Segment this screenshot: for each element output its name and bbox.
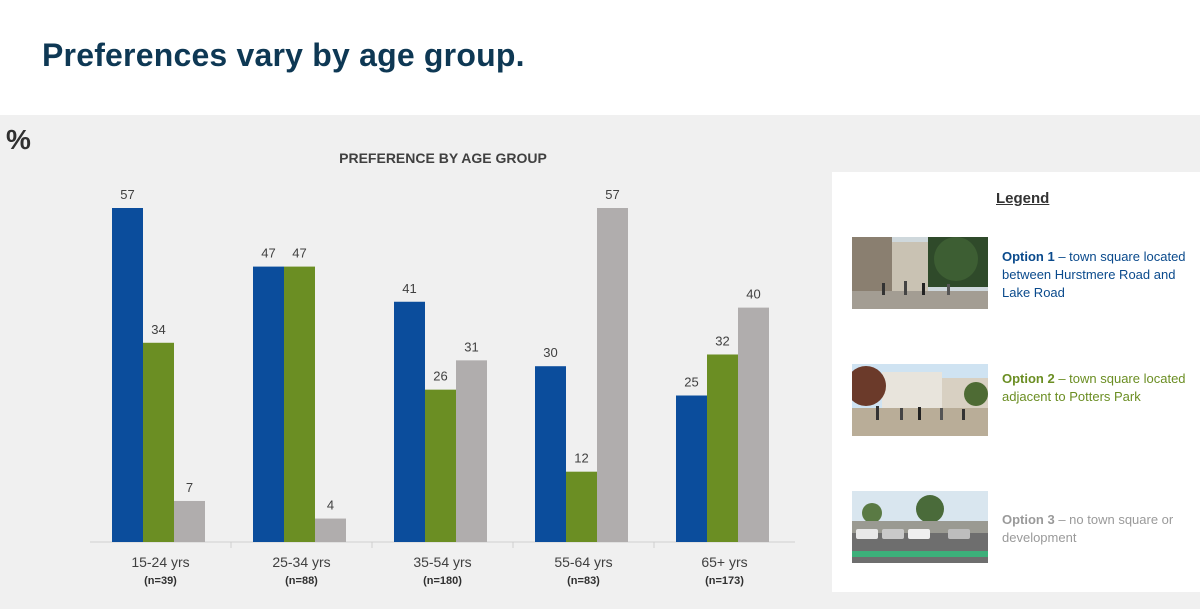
data-label: 30 [543,345,557,360]
bar-option-2-65+yrs [707,354,738,542]
carpark-photo-icon [852,491,988,563]
option-3-carpark-photo [852,491,988,563]
data-label: 32 [715,333,729,348]
bar-option-2-3554yrs [425,389,456,542]
option-3-label: Option 3 [1002,512,1055,527]
data-label: 34 [151,322,165,337]
option-1-label: Option 1 [1002,249,1055,264]
legend-item-option-1: Option 1 – town square located between H… [1002,248,1192,302]
data-label: 26 [433,369,447,384]
street-photo-icon [852,237,988,309]
bar-option-2-1524yrs [143,342,174,542]
bar-option-3-5564yrs [597,208,628,542]
bar-chart: PREFERENCE BY AGE GROUP 57 34 7 15-24 yrs (n… [90,150,795,587]
sample-size-label: (n=180) [423,575,462,587]
sample-size-label: (n=39) [144,575,177,587]
data-label: 7 [186,480,193,495]
bar-option-3-65+yrs [738,307,769,542]
x-tick-label: 65+ yrs [701,554,747,570]
bar-option-2-5564yrs [566,471,597,542]
bar-option-3-1524yrs [174,500,205,542]
option-1-street-photo [852,237,988,309]
legend-item-option-2: Option 2 – town square located adjacent … [1002,370,1192,406]
y-unit-label: % [6,124,31,155]
bar-option-1-1524yrs [112,208,143,542]
bar-option-3-2534yrs [315,518,346,542]
data-label: 41 [402,281,416,296]
sample-size-label: (n=88) [285,575,318,587]
chart-title: PREFERENCE BY AGE GROUP [339,150,547,166]
sample-size-label: (n=83) [567,575,600,587]
option-2-label: Option 2 [1002,371,1055,386]
data-label: 4 [327,498,334,513]
bar-option-1-3554yrs [394,301,425,542]
legend-item-option-3: Option 3 – no town square or development [1002,511,1192,547]
page-title: Preferences vary by age group. [42,37,525,73]
bar-option-1-65+yrs [676,395,707,542]
data-label: 31 [464,339,478,354]
plaza-photo-icon [852,364,988,436]
x-tick-label: 25-34 yrs [272,554,330,570]
sample-size-label: (n=173) [705,575,744,587]
bar-option-1-2534yrs [253,266,284,542]
data-label: 25 [684,375,698,390]
legend-title: Legend [996,190,1050,207]
data-label: 12 [574,451,588,466]
x-tick-label: 35-54 yrs [413,554,471,570]
bar-option-2-2534yrs [284,266,315,542]
data-label: 40 [746,287,760,302]
option-1-desc: – town square located between Hurstmere … [1002,249,1186,300]
data-label: 57 [120,187,134,202]
data-label: 47 [261,246,275,261]
option-3-desc: – no town square or development [1002,512,1174,545]
option-2-desc: – town square located adjacent to Potter… [1002,371,1186,404]
x-tick-label: 15-24 yrs [131,554,189,570]
x-tick-label: 55-64 yrs [554,554,612,570]
bar-option-1-5564yrs [535,366,566,542]
option-2-plaza-photo [852,364,988,436]
bars: 57 34 7 15-24 yrs (n=39) 47 47 4 25-34 yrs (n=88)… [112,187,769,587]
data-label: 47 [292,246,306,261]
bar-option-3-3554yrs [456,360,487,542]
data-label: 57 [605,187,619,202]
